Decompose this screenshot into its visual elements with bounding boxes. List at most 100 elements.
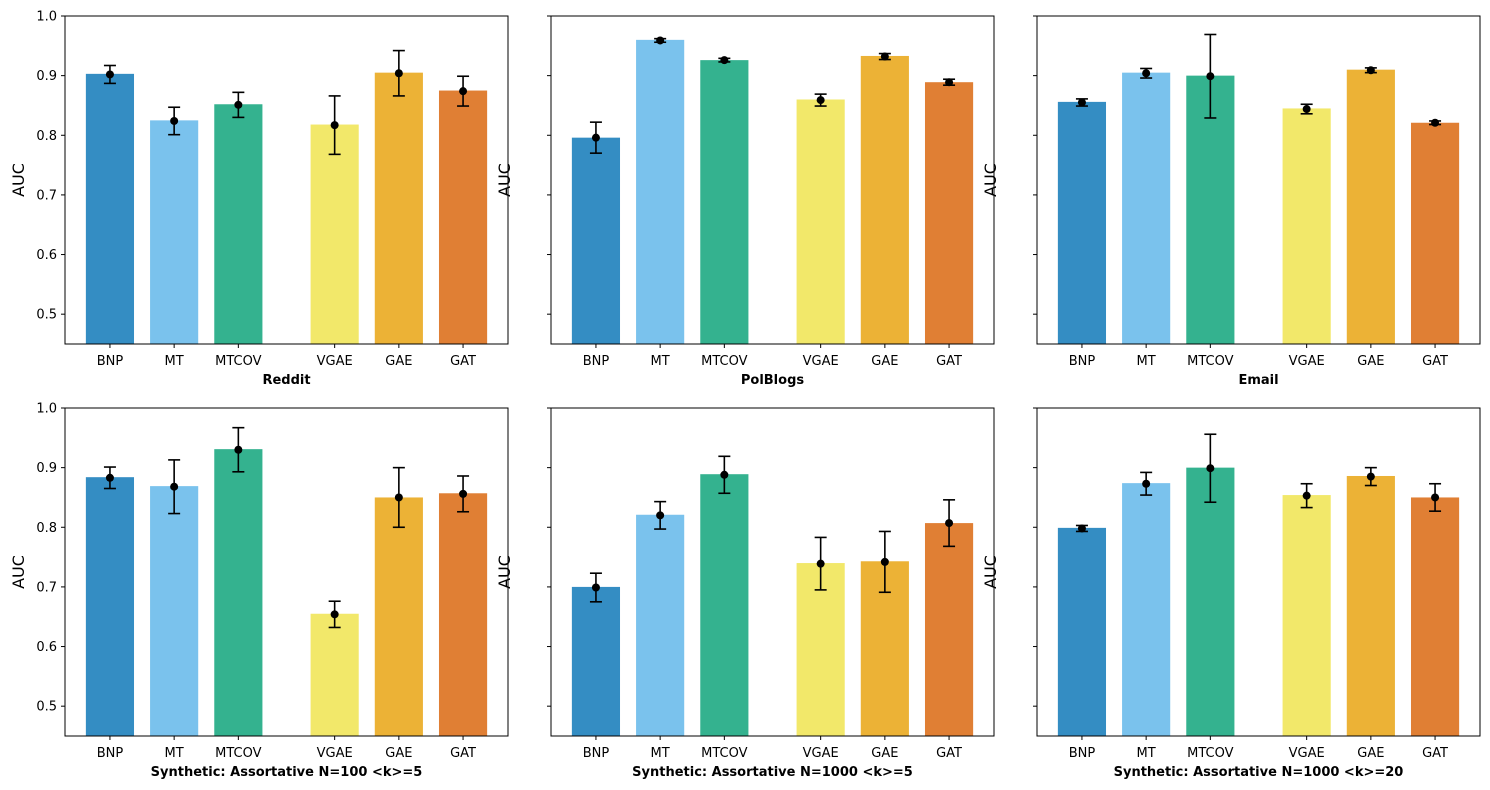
x-tick-label-gat: GAT — [1422, 354, 1448, 369]
mean-point-gae — [1366, 472, 1375, 481]
mean-point-mtcov — [1206, 464, 1215, 473]
y-tick-label: 0.7 — [36, 188, 57, 203]
mean-point-bnp — [591, 133, 600, 142]
x-axis-label: PolBlogs — [741, 373, 805, 388]
x-tick-label-bnp: BNP — [583, 354, 610, 369]
bar-bnp — [571, 586, 621, 736]
mean-point-vgae — [816, 559, 825, 568]
bar-mt — [150, 486, 199, 736]
bar-mt — [150, 120, 199, 344]
x-tick-label-bnp: BNP — [97, 354, 124, 369]
x-tick-label-vgae: VGAE — [317, 746, 353, 761]
y-tick-label: 0.8 — [36, 129, 57, 144]
x-tick-label-vgae: VGAE — [317, 354, 353, 369]
bar-mt — [636, 39, 685, 344]
x-tick-label-gat: GAT — [450, 746, 476, 761]
bar-vgae — [310, 124, 359, 345]
mean-point-vgae — [816, 96, 825, 105]
axes-frame — [550, 407, 995, 737]
bar-mtcov — [214, 449, 263, 736]
y-tick-label: 0.8 — [36, 521, 57, 536]
bar-vgae — [796, 99, 845, 344]
bar-bnp — [1057, 101, 1107, 344]
x-tick-label-bnp: BNP — [583, 746, 610, 761]
subplot-2: BNP MT MTCOV VGAE GAE GAT AUC Email — [981, 15, 1481, 388]
axes-frame — [64, 407, 509, 737]
x-tick-label-gat: GAT — [1422, 746, 1448, 761]
x-tick-label-bnp: BNP — [1069, 746, 1096, 761]
bar-mt — [636, 514, 685, 736]
mean-point-bnp — [105, 473, 114, 482]
mean-point-gat — [945, 519, 954, 528]
mean-point-mt — [656, 511, 665, 520]
bar-vgae — [796, 563, 845, 736]
bar-mtcov — [700, 474, 749, 736]
bar-gat — [924, 82, 974, 345]
bar-gat — [1410, 122, 1460, 345]
y-axis-label: AUC — [495, 163, 514, 197]
x-tick-label-mtcov: MTCOV — [1187, 354, 1233, 369]
mean-point-mt — [170, 482, 179, 491]
y-tick-label: 0.7 — [36, 580, 57, 595]
panels: 0.5 0.6 0.7 0.8 0.9 1.0 BNP MT MTCOV VGAE GAE GAT AU… — [9, 10, 1481, 780]
x-tick-label-mtcov: MTCOV — [1187, 746, 1233, 761]
x-tick-label-mtcov: MTCOV — [215, 746, 261, 761]
x-tick-label-mt: MT — [165, 746, 184, 761]
bar-gat — [1410, 497, 1460, 736]
axes-frame — [550, 15, 995, 345]
x-axis-label: Reddit — [262, 373, 310, 388]
bar-gae — [1346, 475, 1395, 736]
bar-gae — [1346, 69, 1395, 344]
mean-point-bnp — [591, 583, 600, 592]
mean-point-mtcov — [234, 100, 243, 109]
mean-point-gae — [880, 557, 889, 566]
mean-point-gae — [394, 493, 403, 502]
mean-point-gae — [394, 69, 403, 78]
subplot-1: BNP MT MTCOV VGAE GAE GAT AUC PolBlogs — [495, 15, 995, 388]
bar-bnp — [1057, 527, 1107, 736]
bar-mtcov — [700, 60, 749, 344]
y-axis-label: AUC — [9, 555, 28, 589]
mean-point-mtcov — [234, 445, 243, 454]
x-tick-label-mtcov: MTCOV — [701, 354, 747, 369]
y-axis-label: AUC — [9, 163, 28, 197]
bar-vgae — [1282, 108, 1331, 344]
axes-frame — [1036, 15, 1481, 345]
axes-frame — [64, 15, 509, 345]
y-tick-label: 0.5 — [36, 308, 57, 323]
mean-point-mtcov — [720, 56, 729, 65]
x-tick-label-mt: MT — [651, 354, 670, 369]
mean-point-gat — [1431, 118, 1440, 127]
x-axis-label: Synthetic: Assortative N=1000 <k>=20 — [1114, 765, 1404, 780]
bar-mtcov — [1186, 467, 1235, 736]
bar-bnp — [571, 137, 621, 344]
mean-point-gat — [945, 78, 954, 87]
x-tick-label-gae: GAE — [1357, 354, 1384, 369]
y-axis-label: AUC — [981, 555, 1000, 589]
x-tick-label-vgae: VGAE — [803, 354, 839, 369]
x-tick-label-mt: MT — [1137, 354, 1156, 369]
y-tick-label: 0.9 — [36, 69, 57, 84]
y-tick-label: 1.0 — [36, 402, 57, 417]
bar-gat — [438, 493, 488, 736]
x-tick-label-mt: MT — [165, 354, 184, 369]
x-tick-label-mtcov: MTCOV — [701, 746, 747, 761]
mean-point-bnp — [1077, 524, 1086, 533]
mean-point-mt — [656, 36, 665, 45]
x-tick-label-vgae: VGAE — [1289, 746, 1325, 761]
bar-gat — [924, 523, 974, 736]
x-tick-label-gat: GAT — [450, 354, 476, 369]
x-tick-label-gae: GAE — [1357, 746, 1384, 761]
y-tick-label: 0.6 — [36, 248, 57, 263]
x-tick-label-gat: GAT — [936, 354, 962, 369]
x-axis-label: Email — [1238, 373, 1278, 388]
subplot-4: BNP MT MTCOV VGAE GAE GAT AUC Synthetic: Assort… — [495, 407, 995, 780]
x-tick-label-vgae: VGAE — [1289, 354, 1325, 369]
mean-point-vgae — [330, 610, 339, 619]
bar-mtcov — [214, 104, 263, 345]
mean-point-gat — [459, 489, 468, 498]
x-axis-label: Synthetic: Assortative N=1000 <k>=5 — [632, 765, 913, 780]
x-tick-label-gae: GAE — [871, 746, 898, 761]
bar-vgae — [310, 613, 359, 736]
subplot-0: 0.5 0.6 0.7 0.8 0.9 1.0 BNP MT MTCOV VGAE GAE GAT AU… — [9, 10, 509, 388]
